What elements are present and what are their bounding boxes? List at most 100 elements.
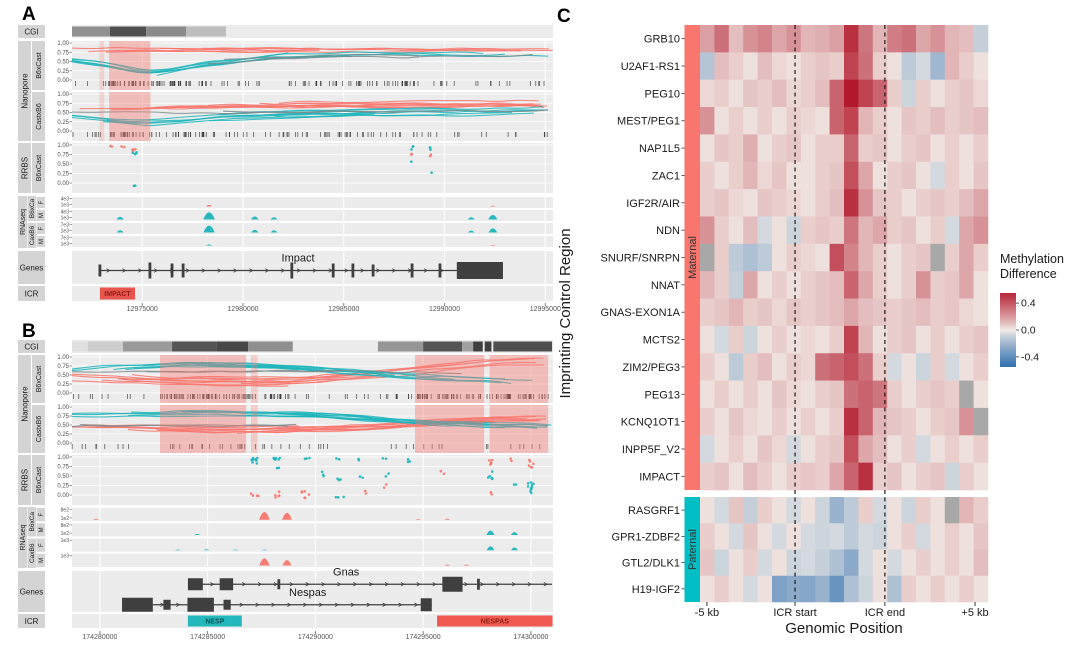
heatmap-cell xyxy=(887,435,902,463)
strip-label: F xyxy=(39,543,45,547)
gene-strand-arrow xyxy=(289,582,294,587)
heatmap-cell xyxy=(743,435,758,463)
y-tick-label: 0.00 xyxy=(57,78,69,84)
heatmap-cell xyxy=(743,25,758,53)
rrbs-dot-teal xyxy=(134,152,138,155)
legend-tick-label: 0.0 xyxy=(1021,325,1036,337)
strip-bg xyxy=(36,223,45,234)
heatmap-cell xyxy=(786,462,802,491)
heatmap-cell xyxy=(901,243,917,272)
heatmap-cell xyxy=(786,325,802,354)
heatmap-cell xyxy=(887,52,902,81)
strip-label: M xyxy=(39,213,45,218)
heatmap-cell xyxy=(714,325,730,354)
heatmap-cell xyxy=(815,52,830,81)
gene-strand-arrow xyxy=(337,582,342,587)
heatmap-cell xyxy=(829,52,845,81)
heatmap-cell xyxy=(772,353,787,381)
icr-highlight xyxy=(160,405,247,453)
gene-strand-arrow xyxy=(210,582,215,587)
strip-bg xyxy=(36,553,45,567)
read-line-teal xyxy=(209,112,534,122)
strip-bg xyxy=(18,143,31,193)
rrbs-dot-red xyxy=(110,145,114,148)
rnaseq-subtrack-bg xyxy=(72,538,553,552)
gene-strand-arrow xyxy=(138,268,143,273)
gene-strand-arrow xyxy=(480,582,485,587)
heatmap-cell xyxy=(916,298,931,327)
heatmap-cell xyxy=(930,575,946,603)
heatmap-cell xyxy=(916,79,931,108)
heatmap-cell xyxy=(786,298,802,327)
cgi-island-segment xyxy=(462,341,474,352)
heatmap-cell xyxy=(786,161,802,190)
heatmap-cell xyxy=(916,243,931,272)
rnaseq-peak-teal xyxy=(251,229,259,233)
gene-strand-arrow xyxy=(153,268,159,273)
strip-bg xyxy=(32,92,45,141)
maternal-group-bar xyxy=(684,25,700,490)
rnaseq-peak-teal xyxy=(203,212,215,220)
heatmap-cell xyxy=(858,325,874,354)
strip-bg xyxy=(27,196,36,221)
rnaseq-peak-red xyxy=(259,558,270,566)
heatmap-cell xyxy=(844,353,859,381)
heatmap-cell xyxy=(844,523,859,550)
heatmap-cell xyxy=(887,462,902,491)
heatmap-cell xyxy=(757,298,773,327)
heatmap-cell xyxy=(844,325,859,354)
rrbs-dot-red xyxy=(531,462,535,466)
heatmap-cell xyxy=(959,243,974,272)
heatmap-cell xyxy=(844,134,859,163)
y-tick-label: 0.25 xyxy=(57,69,69,75)
rrbs-dot-teal xyxy=(490,477,494,480)
heatmap-cell xyxy=(772,25,787,53)
heatmap-cell xyxy=(930,353,946,381)
gene-exon xyxy=(477,578,480,590)
rrbs-dot-teal xyxy=(320,470,324,474)
heatmap-cell xyxy=(944,462,960,491)
heatmap-cell xyxy=(930,216,946,245)
rrbs-dot-red xyxy=(277,494,281,498)
strip-bg xyxy=(32,143,45,193)
heatmap-cell xyxy=(959,435,974,463)
rna-tick-label: 7e3 xyxy=(61,236,70,242)
heatmap-cell xyxy=(728,52,744,81)
heatmap-cell xyxy=(930,523,946,550)
gene-utr-box xyxy=(442,576,463,592)
heatmap-cell xyxy=(714,189,730,217)
rna-tick-label: 7e3 xyxy=(61,223,70,229)
heatmap-cell xyxy=(973,380,989,409)
heatmap-cell xyxy=(815,497,830,524)
rrbs-dot-teal xyxy=(411,144,415,148)
heatmap-cell xyxy=(944,575,960,603)
heatmap-cell xyxy=(916,189,931,217)
strip-bg xyxy=(18,455,31,505)
heatmap-cell xyxy=(844,79,859,108)
gene-exon xyxy=(148,262,152,279)
heatmap-cell xyxy=(858,353,874,381)
rrbs-dot-red xyxy=(122,145,126,149)
gene-strand-arrow xyxy=(287,602,292,607)
heatmap-cell xyxy=(872,216,888,245)
heatmap-cell xyxy=(844,380,859,409)
heatmap-cell xyxy=(815,380,830,409)
heatmap-cell xyxy=(930,325,946,354)
heatmap-cell xyxy=(944,325,960,354)
heatmap-cell xyxy=(800,575,816,603)
heatmap-cell xyxy=(800,189,816,217)
gene-strand-arrow xyxy=(392,268,397,273)
heatmap-cell xyxy=(916,107,931,135)
y-tick-label: 0.00 xyxy=(57,181,69,187)
gene-strand-arrow xyxy=(366,602,371,607)
heatmap-cell xyxy=(786,435,802,463)
heatmap-cell xyxy=(829,79,845,108)
heatmap-cell xyxy=(786,216,802,245)
rrbs-dot-teal xyxy=(486,476,490,479)
heatmap-cell xyxy=(700,380,715,409)
heatmap-cell xyxy=(858,216,874,245)
heatmap-cell xyxy=(772,298,787,327)
heatmap-cell xyxy=(930,52,946,81)
y-tick-label: 0.75 xyxy=(57,414,69,420)
